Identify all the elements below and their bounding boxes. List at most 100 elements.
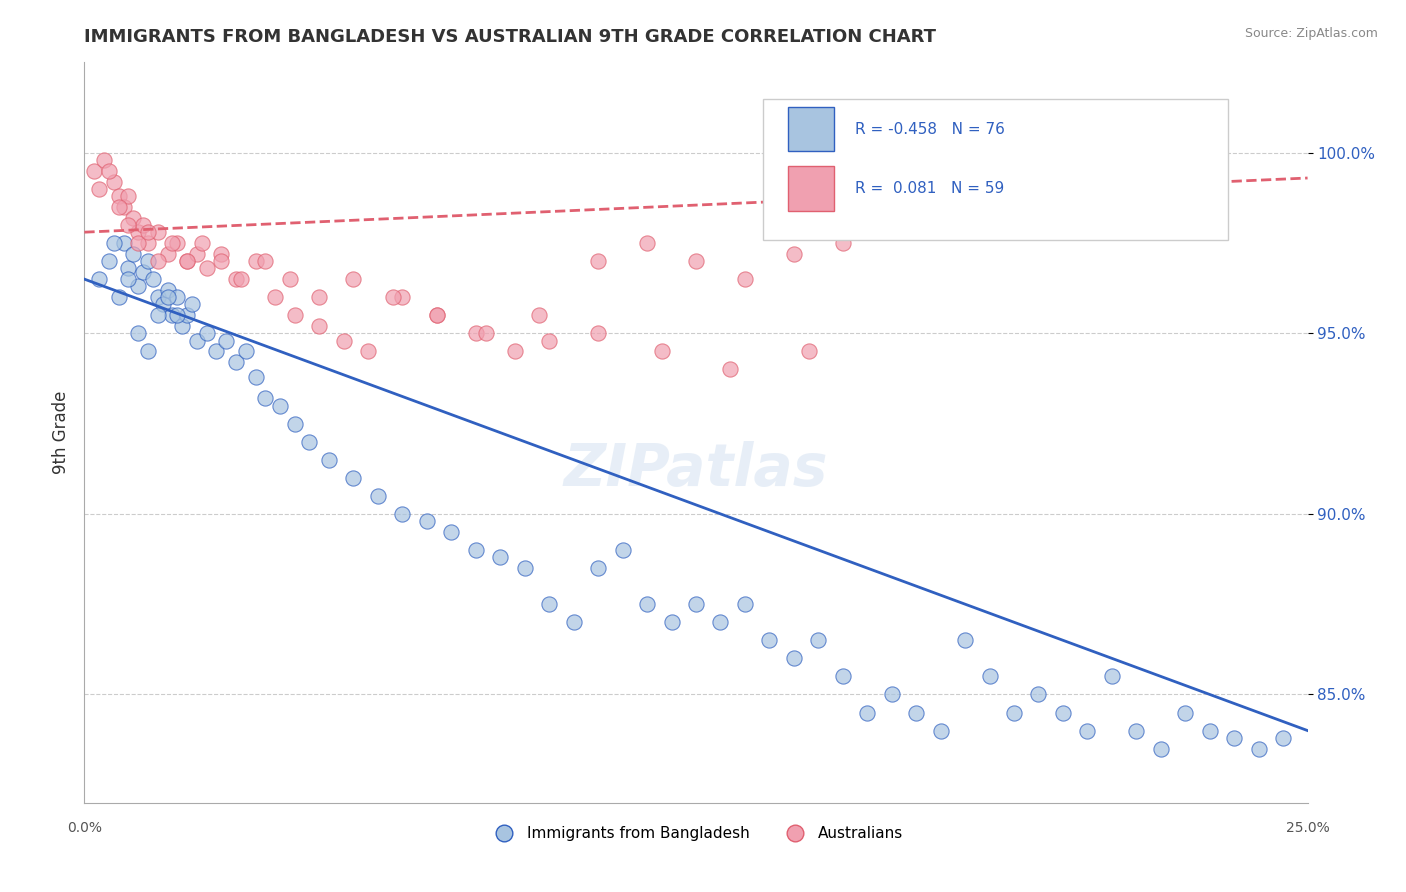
Point bbox=[117, 218, 139, 232]
Point bbox=[87, 182, 110, 196]
Point bbox=[127, 279, 149, 293]
Point bbox=[166, 235, 188, 250]
Point bbox=[117, 272, 139, 286]
Point bbox=[905, 706, 928, 720]
Point bbox=[464, 543, 486, 558]
Point bbox=[586, 326, 609, 341]
Point bbox=[186, 247, 208, 261]
Point bbox=[979, 669, 1001, 683]
Point bbox=[156, 290, 179, 304]
Point bbox=[284, 417, 307, 431]
Point bbox=[298, 434, 321, 449]
Point bbox=[166, 308, 188, 322]
Point bbox=[122, 247, 145, 261]
Point bbox=[186, 334, 208, 348]
Point bbox=[245, 369, 267, 384]
Point bbox=[117, 261, 139, 276]
Point bbox=[107, 189, 129, 203]
Point bbox=[176, 254, 198, 268]
Point bbox=[235, 344, 257, 359]
Point bbox=[146, 290, 169, 304]
Point bbox=[146, 254, 169, 268]
Point bbox=[783, 247, 806, 261]
Point bbox=[636, 597, 658, 611]
Text: R = -0.458   N = 76: R = -0.458 N = 76 bbox=[855, 121, 1005, 136]
Point bbox=[176, 254, 198, 268]
Point bbox=[83, 163, 105, 178]
Point bbox=[127, 235, 149, 250]
Point bbox=[166, 290, 188, 304]
Point bbox=[416, 514, 439, 528]
Text: 25.0%: 25.0% bbox=[1285, 822, 1330, 836]
Point bbox=[103, 175, 125, 189]
Point bbox=[103, 235, 125, 250]
Point bbox=[215, 334, 238, 348]
Point bbox=[464, 326, 486, 341]
Point bbox=[685, 254, 707, 268]
Point bbox=[278, 272, 301, 286]
Point bbox=[529, 308, 551, 322]
Point bbox=[156, 283, 179, 297]
Point bbox=[195, 261, 218, 276]
Point bbox=[245, 254, 267, 268]
Point bbox=[367, 489, 389, 503]
Point bbox=[264, 290, 287, 304]
Point bbox=[127, 326, 149, 341]
Point bbox=[112, 235, 135, 250]
Y-axis label: 9th Grade: 9th Grade bbox=[52, 391, 70, 475]
FancyBboxPatch shape bbox=[787, 107, 834, 152]
Point bbox=[880, 688, 903, 702]
Point bbox=[191, 235, 214, 250]
Point bbox=[1028, 688, 1050, 702]
Text: R =  0.081   N = 59: R = 0.081 N = 59 bbox=[855, 181, 1004, 196]
Point bbox=[718, 362, 741, 376]
Point bbox=[474, 326, 496, 341]
Point bbox=[1272, 731, 1295, 745]
Text: 0.0%: 0.0% bbox=[67, 822, 101, 836]
Point bbox=[254, 392, 277, 406]
Point bbox=[426, 308, 449, 322]
Point bbox=[685, 597, 707, 611]
Text: ZIPatlas: ZIPatlas bbox=[564, 442, 828, 498]
Point bbox=[156, 247, 179, 261]
Point bbox=[391, 507, 413, 521]
Point bbox=[136, 235, 159, 250]
Point bbox=[1101, 669, 1123, 683]
Point bbox=[586, 254, 609, 268]
Point bbox=[758, 633, 780, 648]
Point bbox=[929, 723, 952, 738]
Point bbox=[225, 272, 247, 286]
Point bbox=[1052, 706, 1074, 720]
Point bbox=[162, 235, 184, 250]
Point bbox=[342, 272, 364, 286]
Point bbox=[132, 265, 155, 279]
Point bbox=[381, 290, 404, 304]
Point bbox=[513, 561, 536, 575]
Point bbox=[172, 319, 194, 334]
Text: IMMIGRANTS FROM BANGLADESH VS AUSTRALIAN 9TH GRADE CORRELATION CHART: IMMIGRANTS FROM BANGLADESH VS AUSTRALIAN… bbox=[84, 28, 936, 45]
Point bbox=[1125, 723, 1147, 738]
Point bbox=[709, 615, 731, 630]
Point bbox=[342, 471, 364, 485]
Point bbox=[1223, 731, 1246, 745]
Point bbox=[136, 254, 159, 268]
Point bbox=[357, 344, 380, 359]
Point bbox=[1076, 723, 1098, 738]
Point bbox=[152, 297, 174, 311]
Point bbox=[426, 308, 449, 322]
FancyBboxPatch shape bbox=[763, 99, 1227, 240]
Point bbox=[612, 543, 634, 558]
Point bbox=[122, 211, 145, 225]
Point bbox=[831, 669, 853, 683]
Point bbox=[538, 334, 561, 348]
Point bbox=[308, 319, 330, 334]
FancyBboxPatch shape bbox=[787, 166, 834, 211]
Point bbox=[332, 334, 354, 348]
Point bbox=[1150, 741, 1173, 756]
Point bbox=[136, 225, 159, 239]
Point bbox=[209, 247, 232, 261]
Point bbox=[195, 326, 218, 341]
Point bbox=[636, 235, 658, 250]
Point bbox=[209, 254, 232, 268]
Point bbox=[269, 399, 291, 413]
